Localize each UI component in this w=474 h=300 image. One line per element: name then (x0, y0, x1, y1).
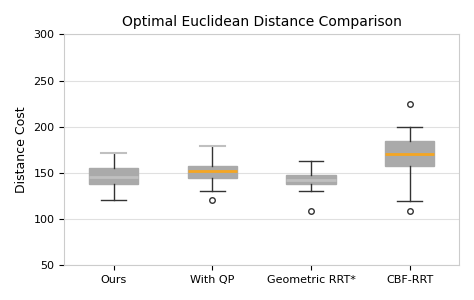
PathPatch shape (286, 175, 336, 184)
PathPatch shape (89, 168, 138, 184)
Title: Optimal Euclidean Distance Comparison: Optimal Euclidean Distance Comparison (122, 15, 401, 29)
Y-axis label: Distance Cost: Distance Cost (15, 106, 28, 193)
PathPatch shape (385, 141, 434, 166)
PathPatch shape (188, 167, 237, 178)
